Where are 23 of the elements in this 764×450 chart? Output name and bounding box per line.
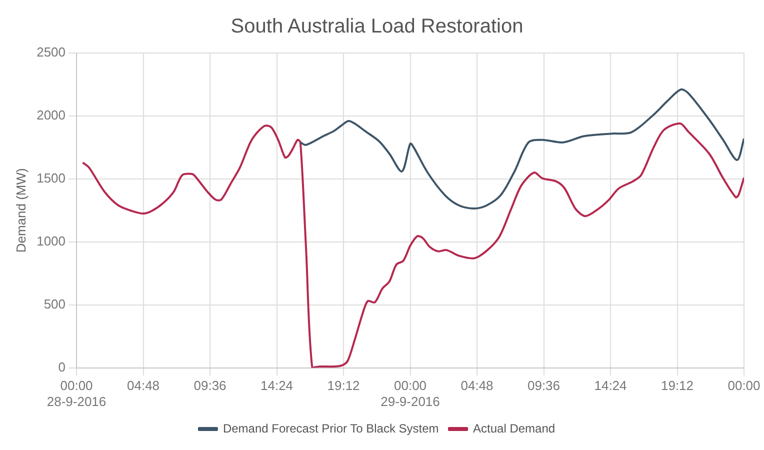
y-tick-label: 1500 <box>36 170 66 186</box>
line-series <box>82 122 744 368</box>
x-tick-label: 14:24 <box>594 378 627 394</box>
x-tick-label: 09:36 <box>194 378 226 394</box>
chart-title: South Australia Load Restoration <box>230 16 524 38</box>
x-tick-label: 00:00 <box>728 378 760 394</box>
y-tick-label: 1000 <box>36 233 66 248</box>
legend-label: Demand Forecast Prior To Black System <box>222 421 439 436</box>
y-tick-label: 0 <box>58 359 66 374</box>
x-tick-label: 09:36 <box>527 378 560 394</box>
y-axis-title: Demand (MW) <box>13 168 28 253</box>
legend-label: Actual Demand <box>473 421 556 436</box>
y-tick-label: 2500 <box>36 44 66 60</box>
x-tick-label: 04:48 <box>126 378 160 394</box>
x-tick-label: 00:00 29-9-2016 <box>380 378 440 409</box>
x-tick-label: 19:12 <box>327 378 360 394</box>
x-tick-label: 04:48 <box>460 378 494 394</box>
line-series <box>299 88 744 210</box>
x-tick-label: 19:12 <box>660 378 694 394</box>
x-tick-label: 00:00 28-9-2016 <box>46 378 106 409</box>
y-tick-label: 500 <box>44 296 66 312</box>
y-tick-label: 2000 <box>36 108 66 123</box>
x-tick-label: 14:24 <box>260 378 294 394</box>
